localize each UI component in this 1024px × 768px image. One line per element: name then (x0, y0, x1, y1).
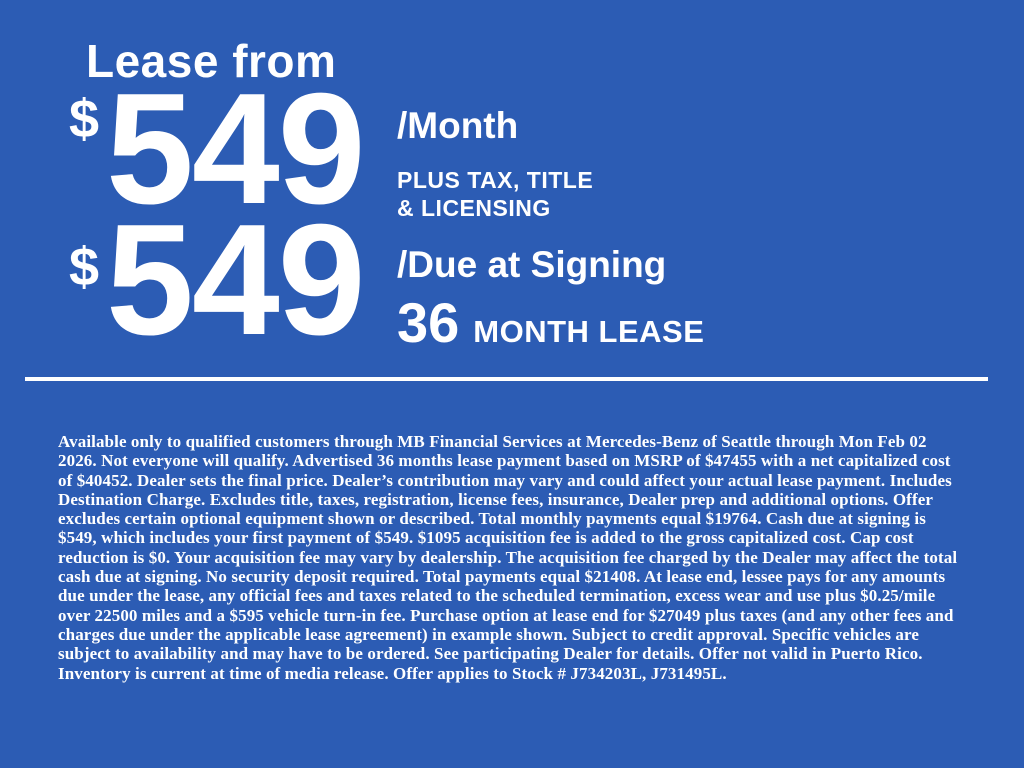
monthly-price-note: PLUS TAX, TITLE & LICENSING (397, 167, 594, 221)
disclaimer-text: Available only to qualified customers th… (58, 432, 958, 683)
monthly-price-amount: 549 (106, 61, 366, 237)
lease-term: 36 MONTH LEASE (397, 295, 704, 351)
lease-term-label: MONTH LEASE (473, 314, 705, 349)
monthly-per-label: /Month (397, 105, 519, 146)
lease-term-number: 36 (397, 291, 460, 354)
signing-per-label: /Due at Signing (397, 244, 667, 285)
divider-rule (25, 377, 988, 381)
signing-currency-symbol: $ (69, 237, 100, 297)
page-title: Lease from (86, 35, 337, 87)
monthly-currency-symbol: $ (69, 89, 100, 149)
signing-price-amount: 549 (106, 192, 366, 368)
